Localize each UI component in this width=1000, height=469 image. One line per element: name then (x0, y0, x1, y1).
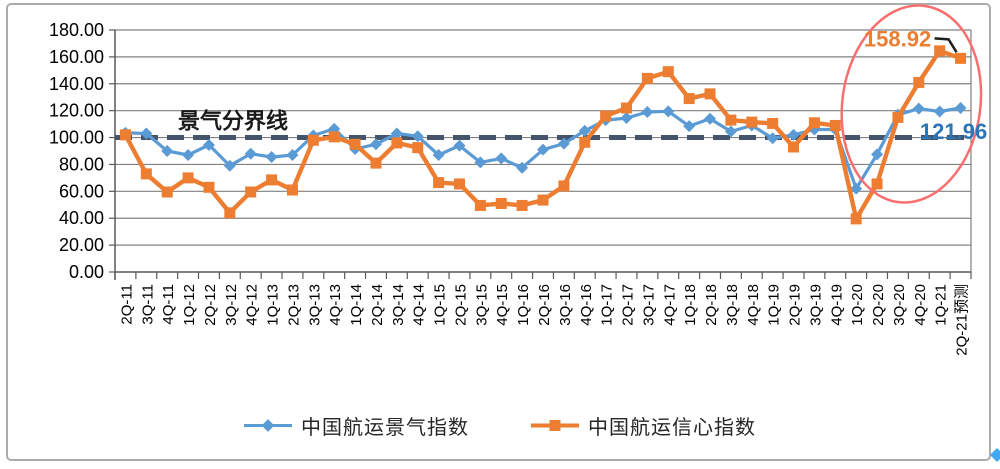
svg-text:1Q-18: 1Q-18 (682, 284, 699, 326)
svg-text:4Q-14: 4Q-14 (411, 284, 428, 326)
y-axis-labels: 0.00 20.00 40.00 60.00 80.00 100.00 120.00 140.… (49, 20, 104, 282)
svg-text:3Q-18: 3Q-18 (724, 284, 741, 326)
svg-text:2Q-15: 2Q-15 (452, 284, 469, 326)
svg-text:4Q-18: 4Q-18 (745, 284, 762, 326)
image-border (6, 3, 991, 461)
svg-text:80.00: 80.00 (59, 154, 104, 174)
svg-text:20.00: 20.00 (59, 235, 104, 255)
svg-text:4Q-11: 4Q-11 (160, 284, 177, 325)
svg-text:1Q-21: 1Q-21 (933, 284, 950, 326)
svg-text:1Q-19: 1Q-19 (766, 284, 783, 326)
svg-text:4Q-17: 4Q-17 (661, 284, 678, 326)
svg-text:2Q-14: 2Q-14 (369, 284, 386, 326)
svg-text:3Q-16: 3Q-16 (557, 284, 574, 326)
svg-text:3Q-17: 3Q-17 (640, 284, 657, 326)
svg-text:2Q-20: 2Q-20 (870, 284, 887, 326)
square-marker-icon (549, 420, 561, 431)
reference-line-label: 景气分界线 (178, 109, 288, 134)
svg-text:1Q-14: 1Q-14 (348, 284, 365, 326)
svg-text:2Q-18: 2Q-18 (703, 284, 720, 326)
svg-text:2Q-17: 2Q-17 (620, 284, 637, 326)
svg-text:100.00: 100.00 (49, 128, 104, 148)
svg-text:3Q-19: 3Q-19 (807, 284, 824, 326)
svg-text:160.00: 160.00 (49, 47, 104, 67)
svg-text:3Q-20: 3Q-20 (891, 284, 908, 326)
legend-item-prosperity-index: 中国航运景气指数 (244, 411, 469, 440)
svg-text:40.00: 40.00 (59, 208, 104, 228)
svg-text:180.00: 180.00 (49, 20, 104, 40)
svg-text:0.00: 0.00 (69, 262, 104, 282)
svg-text:1Q-13: 1Q-13 (265, 284, 282, 326)
highlight-ellipse (840, 4, 983, 204)
svg-text:1Q-20: 1Q-20 (849, 284, 866, 326)
legend-item-confidence-index: 中国航运信心指数 (531, 411, 756, 440)
legend-label-prosperity: 中国航运景气指数 (301, 417, 469, 439)
annotation-prosperity-value: 121.96 (920, 119, 987, 144)
svg-text:4Q-20: 4Q-20 (912, 284, 929, 326)
svg-text:4Q-12: 4Q-12 (244, 284, 261, 326)
svg-text:4Q-19: 4Q-19 (828, 284, 845, 326)
svg-text:2Q-11: 2Q-11 (118, 284, 135, 325)
svg-text:3Q-13: 3Q-13 (306, 284, 323, 326)
svg-text:60.00: 60.00 (59, 181, 104, 201)
svg-text:120.00: 120.00 (49, 101, 104, 121)
svg-text:1Q-16: 1Q-16 (515, 284, 532, 326)
svg-text:3Q-12: 3Q-12 (223, 284, 240, 326)
axes (109, 29, 972, 280)
svg-text:2Q-19: 2Q-19 (787, 284, 804, 326)
svg-text:2Q-21预测: 2Q-21预测 (954, 284, 971, 356)
svg-text:4Q-15: 4Q-15 (494, 284, 511, 326)
svg-text:1Q-17: 1Q-17 (599, 284, 616, 326)
svg-text:1Q-12: 1Q-12 (181, 284, 198, 326)
svg-text:2Q-16: 2Q-16 (536, 284, 553, 326)
prosperity-line-swatch (244, 419, 292, 432)
diamond-marker-icon (261, 419, 275, 432)
svg-text:2Q-13: 2Q-13 (285, 284, 302, 326)
svg-text:2Q-12: 2Q-12 (202, 284, 219, 326)
svg-text:4Q-13: 4Q-13 (327, 284, 344, 326)
annotation-confidence-value: 158.92 (864, 26, 931, 51)
svg-text:3Q-14: 3Q-14 (390, 284, 407, 326)
confidence-line-swatch (531, 420, 579, 431)
svg-text:140.00: 140.00 (49, 74, 104, 94)
svg-text:1Q-15: 1Q-15 (432, 284, 449, 326)
series-confidence-index (119, 45, 967, 225)
svg-text:3Q-11: 3Q-11 (139, 284, 156, 325)
svg-text:4Q-16: 4Q-16 (578, 284, 595, 326)
gridlines (115, 29, 971, 246)
svg-text:3Q-15: 3Q-15 (473, 284, 490, 326)
stray-blue-marker (990, 448, 1000, 462)
legend-label-confidence: 中国航运信心指数 (588, 417, 756, 439)
x-axis-labels: 2Q-11 3Q-11 4Q-11 1Q-12 2Q-12 3Q-12 4Q-12 1Q-13… (118, 284, 970, 356)
chart-legend: 中国航运景气指数 中国航运信心指数 (0, 411, 1000, 440)
annotation-leader-line (934, 37, 958, 53)
